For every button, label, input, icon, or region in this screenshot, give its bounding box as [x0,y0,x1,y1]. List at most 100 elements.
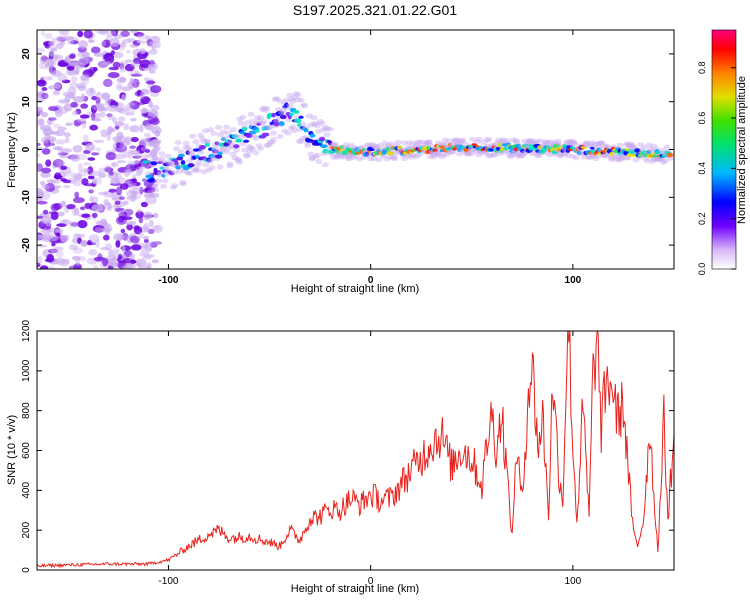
spectrogram-noise-cell [81,51,90,58]
spectrogram-halo-cell [509,152,517,158]
spectrogram-halo-cell [207,158,214,164]
spectrogram-noise-cell [41,167,52,174]
spectrogram-signal-cell [447,142,452,148]
spectrogram-noise-cell [104,164,112,174]
spectrogram-noise-cell [139,186,144,195]
spectrogram-noise-cell [126,49,131,54]
spectrogram-halo-cell [509,137,517,143]
spectrogram-halo-cell [258,107,266,112]
spectrogram-signal-cell [180,160,186,165]
spectrogram-signal-cell [256,122,262,126]
spectrogram-signal-cell [609,151,615,156]
spectrogram-halo-cell [363,142,371,148]
spectrogram-noise-cell [115,82,123,92]
spectrogram-noise-cell [121,265,131,269]
snr-x-label: Height of straight line (km) [291,583,419,595]
spectrogram-halo-cell [279,108,287,114]
spectrogram-noise-cell [51,47,58,52]
spectrogram-noise-cell [127,102,136,107]
spectrogram-noise-cell [129,235,140,244]
spectrogram-noise-cell [118,116,126,122]
spectrogram-noise-cell [37,142,41,147]
spectrogram-signal-cell [284,102,289,108]
spectrogram-halo-cell [443,152,451,158]
spectrogram-noise-cell [122,151,130,158]
spectrogram-noise-cell [43,209,49,215]
spectrogram-halo-cell [608,155,616,161]
spectrogram-halo-cell [257,146,265,151]
spectrogram-signal-cell [150,161,158,166]
spectrogram-noise-cell [139,123,144,133]
snr-y-tick-label: 0 [21,567,32,573]
spectrogram-halo-cell [647,146,654,152]
spectrogram-noise-cell [60,235,69,243]
spectrogram-noise-cell [133,226,143,235]
spectrogram-signal-cell [369,148,375,152]
spectrogram-halo-cell [425,139,433,145]
spectrogram-halo-cell [567,142,575,148]
spectrogram-noise-cell [126,223,133,231]
spectrogram-noise-cell [129,44,139,48]
spectrogram-halo-cell [294,92,302,98]
colorbar-tick-label: 0.8 [697,61,707,74]
spectrogram-noise-cell [68,221,79,229]
spectrogram-halo-cell [365,142,373,148]
spectrogram-noise-cell [47,44,57,51]
spectrogram-halo-cell [210,131,218,136]
spectrogram-noise-cell [133,57,142,65]
spectrogram-halo-cell [617,156,625,161]
spectrogram-y-tick-label: 10 [21,96,32,108]
spectrogram-noise-cell [126,190,138,199]
spectrogram-noise-cell [78,40,88,49]
spectrogram-noise-cell [63,132,72,138]
spectrogram-halo-cell [383,156,391,162]
snr-x-tick-label: 100 [565,576,582,587]
spectrogram-noise-cell [105,152,117,161]
spectrogram-halo-cell [270,136,278,142]
spectrogram-noise-cell [138,48,146,55]
spectrogram-noise-cell [63,171,76,178]
spectrogram-halo-cell [441,141,449,147]
spectrogram-noise-cell [117,85,122,89]
spectrogram-halo-cell [194,163,202,169]
spectrogram-noise-cell [144,77,149,82]
spectrogram-noise-cell [56,249,64,259]
spectrogram-noise-cell [85,143,95,152]
snr-panel [37,331,674,569]
spectrogram-noise-cell [104,61,111,65]
spectrogram-noise-cell [128,149,140,155]
spectrogram-halo-cell [176,168,184,174]
spectrogram-halo-cell [224,130,232,136]
spectrogram-signal-cell [211,149,219,154]
spectrogram-signal-cell [243,139,250,143]
spectrogram-noise-cell [116,131,124,140]
spectrogram-noise-cell [39,124,52,132]
spectrogram-halo-cell [587,142,595,148]
spectrogram-noise-cell [37,153,41,157]
spectrogram-noise-cell [74,191,80,199]
spectrogram-noise-cell [37,191,44,198]
spectrogram-halo-cell [244,120,252,126]
spectrogram-halo-cell [601,152,609,158]
spectrogram-halo-cell [205,167,213,173]
spectrogram-noise-cell [148,219,154,228]
spectrogram-signal-cell [206,157,212,163]
spectrogram-signal-cell [214,141,220,146]
spectrogram-noise-cell [40,111,49,118]
spectrogram-noise-cell [68,265,81,269]
spectrogram-noise-cell [62,219,68,225]
spectrogram-halo-cell [451,139,459,145]
spectrogram-halo-cell [648,148,656,154]
spectrogram-halo-cell [260,119,268,125]
spectrogram-noise-cell [123,123,130,131]
spectrogram-noise-cell [99,247,110,251]
spectrogram-noise-cell [120,30,130,37]
spectrogram-halo-cell [401,156,409,162]
spectrogram-noise-cell [121,86,132,92]
spectrogram-halo-cell [275,114,282,120]
spectrogram-noise-cell [44,33,53,40]
spectrogram-halo-cell [321,125,329,131]
spectrogram-halo-cell [352,153,360,159]
spectrogram-halo-cell [287,126,295,131]
spectrogram-noise-cell [74,233,86,238]
